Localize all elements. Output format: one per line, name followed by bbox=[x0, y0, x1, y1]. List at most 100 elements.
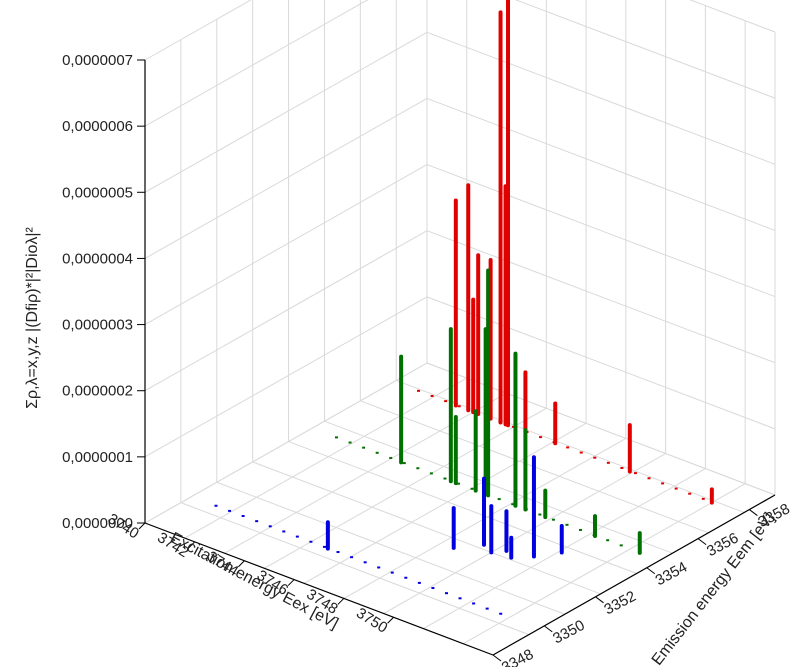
z-tick-label: 0,0000002 bbox=[62, 383, 133, 400]
floor-point-series-2 bbox=[538, 513, 542, 516]
gridline-left-h bbox=[144, 97, 428, 259]
gridline-back-h bbox=[426, 230, 776, 364]
z-tick-label: 0,0000005 bbox=[62, 184, 133, 201]
floor-point-series-1 bbox=[471, 410, 475, 413]
floor-point-series-3 bbox=[444, 592, 448, 595]
floor-point-series-3 bbox=[390, 571, 394, 574]
floor-point-series-3 bbox=[485, 607, 489, 610]
gridline-back-h bbox=[426, 97, 776, 231]
gridline-left-h bbox=[144, 0, 252, 61]
floor-point-series-2 bbox=[457, 482, 461, 485]
x-tick bbox=[238, 560, 245, 568]
floor-point-series-1 bbox=[674, 487, 678, 490]
floor-point-series-3 bbox=[336, 551, 340, 554]
x-tick bbox=[287, 579, 295, 586]
floor-point-series-1 bbox=[511, 425, 515, 428]
floor-point-series-3 bbox=[472, 602, 476, 605]
gridline-floor-x bbox=[184, 377, 468, 539]
floor-point-series-2 bbox=[619, 544, 623, 547]
y-axis-line bbox=[492, 494, 776, 656]
gridline-floor-x bbox=[383, 453, 666, 614]
floor-point-series-1 bbox=[606, 461, 610, 464]
floor-point-series-1 bbox=[552, 441, 556, 444]
y-axis-label: Emission energy Eem [eV] bbox=[649, 510, 778, 667]
bar-layer bbox=[214, 0, 714, 615]
gridline-floor-y bbox=[396, 379, 745, 513]
floor-point-series-3 bbox=[350, 556, 354, 559]
z-axis-label: Σρ,λ=x,y,z |(Dfiρ)*|²|Dioλ|² bbox=[24, 226, 41, 408]
floor-point-series-2 bbox=[551, 518, 555, 521]
floor-point-series-2 bbox=[497, 498, 501, 501]
gridline-floor-y bbox=[216, 481, 565, 615]
gridline-left-h bbox=[144, 230, 428, 392]
floor-point-series-1 bbox=[457, 405, 461, 408]
gridline-back-h bbox=[514, 0, 776, 99]
x-tick bbox=[387, 616, 394, 624]
x-axis-line bbox=[144, 522, 494, 656]
x-axis-label: Excitation energy Eex [eV] bbox=[167, 529, 341, 632]
gridline-left-h bbox=[144, 164, 428, 326]
gridline-floor-x bbox=[423, 468, 706, 630]
floor-point-series-3 bbox=[363, 561, 367, 564]
y-tick bbox=[595, 596, 604, 604]
floor-point-series-2 bbox=[470, 487, 474, 490]
y-tick-label: 3350 bbox=[550, 617, 587, 648]
gridline-floor-x bbox=[224, 392, 507, 554]
floor-point-series-3 bbox=[268, 525, 272, 528]
gridline-floor-y bbox=[180, 502, 530, 636]
z-tick-label: 0,0000000 bbox=[62, 515, 133, 532]
floor-point-series-3 bbox=[404, 576, 408, 579]
floor-point-series-1 bbox=[444, 400, 448, 403]
floor-point-series-3 bbox=[458, 597, 462, 600]
y-tick-label: 3352 bbox=[601, 588, 638, 619]
floor-point-series-2 bbox=[389, 456, 393, 459]
gridline-back-h bbox=[426, 164, 776, 298]
floor-point-series-1 bbox=[633, 472, 637, 475]
floor-point-series-1 bbox=[498, 420, 502, 423]
gridline-floor-y bbox=[252, 461, 601, 595]
floor-point-series-3 bbox=[431, 587, 435, 590]
floor-point-series-1 bbox=[593, 456, 597, 459]
floor-point-series-3 bbox=[322, 545, 326, 548]
floor-point-series-1 bbox=[566, 446, 570, 449]
floor-point-series-1 bbox=[620, 466, 624, 469]
z-tick-label: 0,0000007 bbox=[62, 52, 133, 69]
floor-point-series-1 bbox=[430, 394, 434, 397]
floor-point-series-2 bbox=[362, 446, 366, 449]
floor-point-series-3 bbox=[309, 540, 313, 543]
floor-point-series-2 bbox=[524, 508, 528, 511]
y-tick bbox=[492, 654, 502, 662]
floor-point-series-2 bbox=[348, 441, 352, 444]
x-tick bbox=[138, 522, 146, 530]
floor-point-series-1 bbox=[579, 451, 583, 454]
floor-point-series-2 bbox=[579, 528, 583, 531]
floor-point-series-2 bbox=[565, 523, 569, 526]
z-tick-label: 0,0000006 bbox=[62, 118, 133, 135]
gridline-floor-y bbox=[288, 441, 637, 575]
floor-point-series-1 bbox=[539, 436, 543, 439]
floor-point-series-2 bbox=[443, 477, 447, 480]
floor-point-series-3 bbox=[282, 530, 286, 533]
floor-point-series-3 bbox=[241, 515, 245, 518]
floor-point-series-3 bbox=[499, 612, 503, 615]
gridline-floor-x bbox=[264, 407, 547, 569]
floor-point-series-1 bbox=[688, 492, 692, 495]
gridline-left-h bbox=[144, 31, 428, 193]
gridline-back-h bbox=[426, 296, 776, 430]
y-tick bbox=[697, 538, 707, 546]
x-tick bbox=[337, 598, 345, 605]
gridline-back-h bbox=[689, 0, 776, 33]
floor-point-series-1 bbox=[647, 477, 651, 480]
floor-point-series-3 bbox=[295, 535, 299, 538]
floor-point-series-2 bbox=[375, 451, 379, 454]
y-tick bbox=[543, 625, 553, 633]
floor-point-series-2 bbox=[606, 539, 610, 542]
gridline-back-h bbox=[426, 31, 776, 165]
floor-point-series-2 bbox=[511, 503, 515, 506]
floor-point-series-3 bbox=[377, 566, 381, 569]
floor-point-series-2 bbox=[416, 467, 420, 470]
floor-point-series-2 bbox=[334, 436, 338, 439]
x-tick bbox=[188, 541, 196, 549]
floor-point-series-2 bbox=[402, 462, 406, 465]
floor-point-series-3 bbox=[417, 581, 421, 584]
